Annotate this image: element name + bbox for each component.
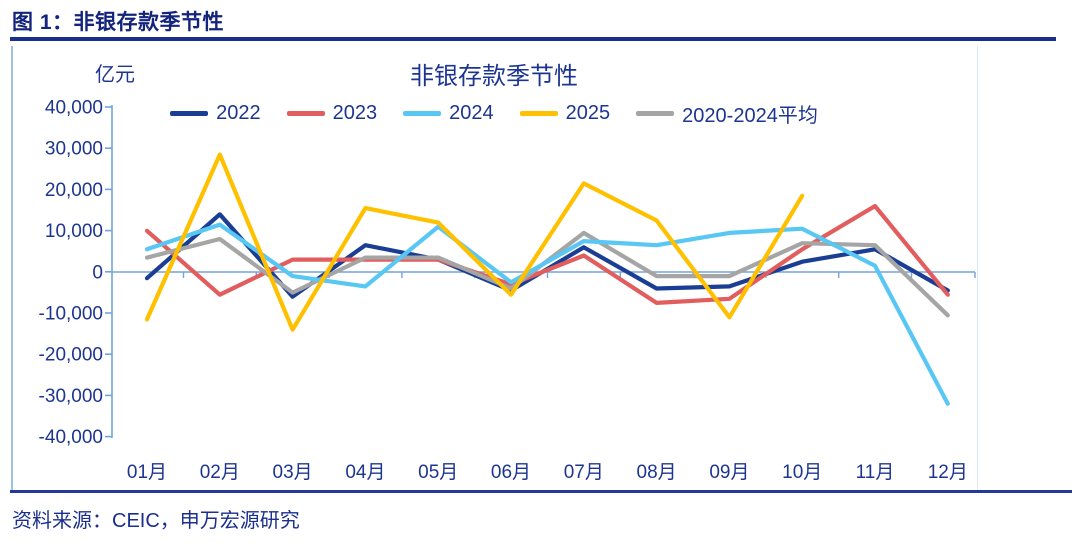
legend-swatch (403, 110, 442, 116)
legend-item-2023: 2023 (286, 101, 378, 125)
legend-label: 2023 (332, 101, 378, 124)
header-rule (10, 37, 1056, 41)
x-tick-label: 08月 (637, 462, 677, 483)
x-tick-label: 11月 (856, 462, 895, 483)
legend-item-2020-2024平均: 2020-2024平均 (636, 99, 818, 128)
series-line-2023 (144, 204, 950, 305)
source-note: 资料来源：CEIC，申万宏源研究 (12, 510, 300, 532)
legend-label: 2025 (565, 101, 611, 124)
y-tick-label: -30,000 (39, 386, 103, 407)
series-line-2022 (144, 212, 950, 299)
y-tick-label: -40,000 (39, 427, 103, 448)
series-line-2024 (144, 222, 950, 406)
x-tick-label: 07月 (564, 462, 604, 483)
x-tick-label: 09月 (709, 462, 749, 483)
chart-title: 非银存款季节性 (410, 63, 578, 90)
x-tick-label: 04月 (345, 462, 385, 483)
legend-swatch (519, 110, 558, 116)
series-line-2025 (144, 152, 805, 332)
x-tick-label: 06月 (491, 462, 531, 483)
figure-right-border (977, 46, 978, 492)
legend-swatch (170, 110, 209, 116)
legend-swatch (286, 110, 325, 116)
y-tick-label: -20,000 (39, 345, 103, 366)
legend-swatch (636, 110, 675, 116)
y-tick-label: 30,000 (45, 139, 103, 160)
y-tick-label: 0 (92, 262, 103, 283)
x-tick-label: 12月 (928, 462, 968, 483)
x-tick-label: 10月 (782, 462, 822, 483)
legend-label: 2024 (449, 101, 494, 124)
chart-legend: 2022 2023 2024 2025 2020-2024平均 (112, 99, 876, 128)
y-axis-unit-label: 亿元 (95, 64, 135, 86)
x-tick-label: 01月 (127, 462, 167, 483)
figure-title: 图 1：非银存款季节性 (12, 11, 225, 34)
x-tick-label: 02月 (200, 462, 240, 483)
y-tick-label: 20,000 (45, 180, 103, 201)
x-tick-label: 03月 (273, 462, 313, 483)
legend-label: 2020-2024平均 (682, 104, 818, 127)
legend-item-2024: 2024 (403, 102, 494, 125)
x-tick-label: 05月 (418, 462, 458, 483)
y-tick-label: 10,000 (45, 221, 103, 242)
footer-rule (10, 490, 1072, 493)
legend-item-2022: 2022 (170, 102, 261, 125)
legend-label: 2022 (216, 101, 261, 124)
y-tick-label: 40,000 (45, 98, 103, 119)
y-tick-label: -10,000 (39, 304, 103, 325)
legend-item-2025: 2025 (519, 101, 611, 125)
figure-left-border (11, 46, 13, 492)
